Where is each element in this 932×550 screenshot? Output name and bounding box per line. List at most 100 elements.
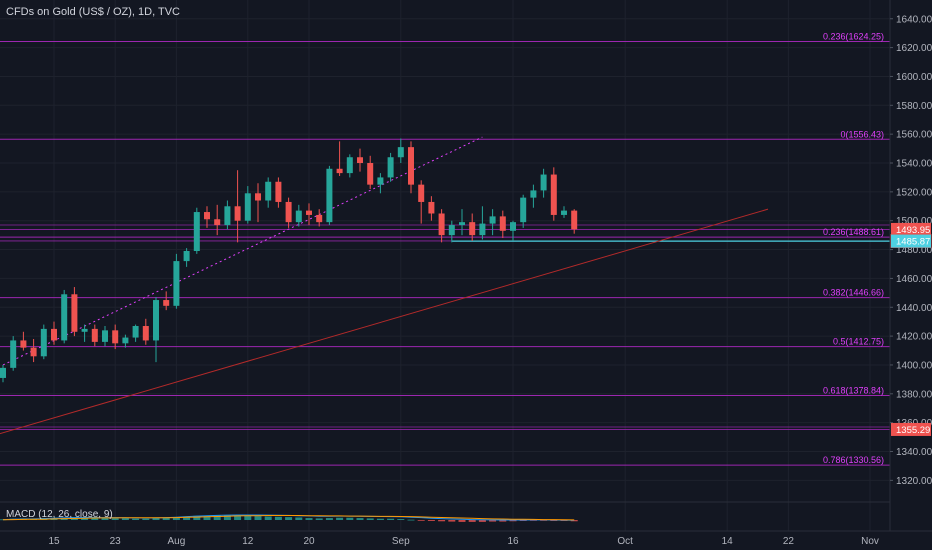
price-axis[interactable]: 1320.001340.001360.001380.001400.001420.… (889, 0, 932, 550)
candle (479, 206, 486, 240)
candle-body (142, 326, 149, 341)
candle (244, 186, 251, 224)
macd-histogram-bar (132, 518, 140, 520)
time-tick-label: 16 (507, 536, 519, 547)
fib-level-label: 0.382(1446.66) (823, 288, 884, 298)
candle (489, 209, 496, 236)
candle-body (510, 222, 516, 231)
price-badge[interactable]: 1485.87 (891, 234, 931, 248)
candle (61, 289, 68, 344)
candle (193, 207, 200, 254)
macd-histogram-bar (427, 520, 435, 521)
candle (112, 324, 119, 350)
candle (438, 209, 445, 243)
candle-body (20, 340, 27, 348)
price-tick-label: 1400.00 (896, 360, 932, 371)
macd-histogram-bar (223, 515, 231, 520)
candle-body (479, 223, 486, 236)
time-tick-label: Oct (617, 536, 633, 547)
macd-histogram-bar (101, 518, 109, 520)
trendline[interactable] (0, 208, 769, 435)
candle-body (571, 210, 578, 230)
macd-histogram-bar (213, 515, 221, 520)
time-tick-label: 14 (722, 536, 734, 547)
price-badge-background (891, 422, 931, 436)
candle (571, 209, 578, 234)
macd-histogram-bar (295, 517, 303, 520)
candle-body (173, 261, 180, 306)
macd-histogram-bar (183, 516, 191, 520)
candle (448, 220, 455, 243)
candle (163, 291, 170, 311)
candle (499, 210, 506, 239)
time-axis[interactable]: 15 23 Aug 12 20 Sep 16 Oct 14 22 Nov (0, 530, 932, 547)
fib-level-label: 0.786(1330.56) (823, 455, 884, 465)
candle (142, 318, 149, 345)
candle-body (91, 328, 98, 342)
candle-body (234, 206, 241, 221)
candle-body (122, 337, 129, 344)
price-tick-label: 1540.00 (896, 159, 932, 170)
trend-lines[interactable] (0, 136, 769, 435)
fib-level-label: 0.236(1624.25) (823, 31, 884, 41)
price-tick-label: 1320.00 (896, 476, 932, 487)
macd-histogram-bar (81, 517, 89, 520)
candle-body (438, 213, 445, 236)
macd-histogram-bar (478, 520, 486, 522)
candle (336, 141, 343, 176)
candle (377, 173, 384, 194)
candle-body (306, 210, 312, 215)
price-tick-label: 1620.00 (896, 43, 932, 54)
macd-histogram-bar (366, 518, 374, 520)
price-tick-label: 1380.00 (896, 389, 932, 400)
time-tick-label: 22 (783, 536, 795, 547)
macd-histogram-bar (264, 516, 272, 520)
candle-body (244, 193, 251, 221)
candle-body (367, 163, 374, 185)
candle (10, 336, 17, 371)
price-badge[interactable]: 1355.29 (891, 422, 931, 436)
macd-histogram-bar (234, 515, 242, 520)
price-tick-label: 1500.00 (896, 216, 932, 227)
candle-body (102, 330, 108, 342)
candle (132, 324, 139, 342)
candle (418, 180, 425, 224)
candle (561, 206, 567, 218)
candle-body (469, 222, 476, 236)
candle (540, 168, 547, 198)
macd-histogram-bar (91, 517, 99, 520)
candle (520, 194, 527, 228)
macd-legend: MACD (12, 26, close, 9) (6, 509, 113, 520)
candle (0, 364, 6, 383)
macd-histogram-bar (336, 517, 344, 520)
macd-histogram-bar (203, 515, 211, 520)
macd-histogram-bar (356, 518, 364, 520)
macd-histogram-bar (448, 520, 456, 522)
candles (0, 138, 578, 383)
candle (91, 324, 98, 347)
time-tick-label: Sep (392, 536, 410, 547)
time-tick-label: Aug (168, 536, 186, 547)
candle-body (153, 300, 159, 341)
candle (204, 206, 210, 228)
level-lines[interactable]: 0.236(1624.25) 0(1556.43) 0.236(1488.61) 0.… (0, 31, 890, 466)
price-tick-label: 1640.00 (896, 14, 932, 25)
fib-level-label: 0.236(1488.61) (823, 227, 884, 237)
candle-body (285, 201, 292, 223)
price-tick-label: 1340.00 (896, 447, 932, 458)
price-badge[interactable]: 1493.95 (891, 222, 931, 236)
candle (550, 167, 557, 221)
candle-body (397, 147, 404, 158)
channel-line[interactable] (2, 136, 483, 366)
macd-histogram-bar (438, 520, 446, 522)
fib-level-label: 0.5(1412.75) (833, 337, 884, 347)
macd-histogram-bar (499, 520, 507, 522)
candle (183, 248, 190, 267)
price-badge-background (891, 234, 931, 248)
candle (255, 183, 261, 223)
candle (102, 326, 108, 347)
macd-histogram-bar (315, 518, 323, 520)
candle-body (132, 326, 139, 338)
